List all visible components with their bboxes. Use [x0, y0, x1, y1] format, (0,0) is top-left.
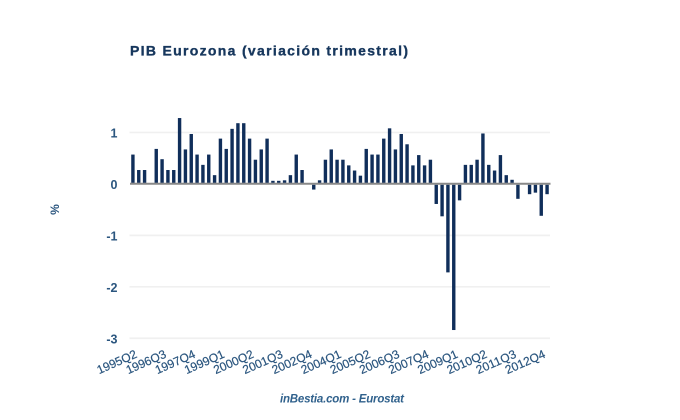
svg-text:-3: -3: [106, 332, 117, 346]
svg-text:-2: -2: [106, 281, 117, 295]
svg-text:PIB Eurozona (variación trimes: PIB Eurozona (variación trimestral): [130, 43, 408, 59]
svg-text:inBestia.com - Eurostat: inBestia.com - Eurostat: [280, 394, 405, 406]
svg-text:1: 1: [111, 126, 118, 140]
svg-text:%: %: [48, 204, 62, 215]
svg-text:-1: -1: [106, 229, 117, 243]
svg-text:0: 0: [111, 178, 118, 192]
